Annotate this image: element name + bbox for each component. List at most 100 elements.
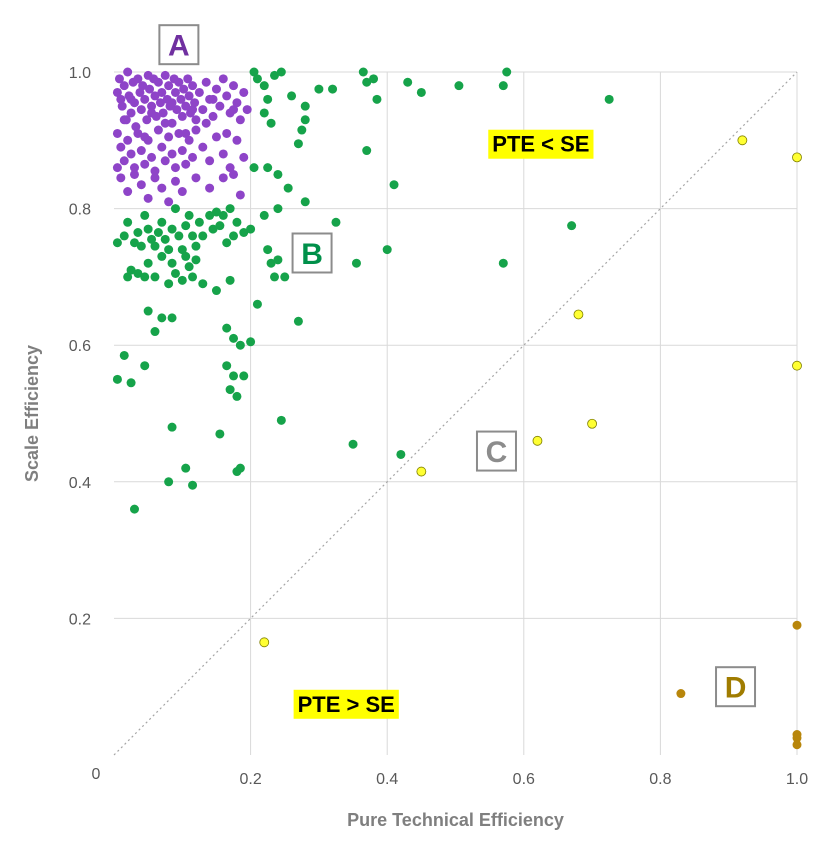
point-B xyxy=(140,272,150,282)
point-B xyxy=(328,84,338,94)
point-A xyxy=(239,152,249,162)
point-B xyxy=(259,210,269,220)
point-C xyxy=(587,418,597,429)
point-A xyxy=(167,149,177,159)
point-A xyxy=(160,70,170,80)
point-A xyxy=(147,152,157,162)
y-tick-label: 0.4 xyxy=(69,475,91,492)
point-A xyxy=(198,142,208,152)
point-B xyxy=(280,272,290,282)
point-B xyxy=(194,217,204,227)
region-labels: A B C D xyxy=(158,24,757,708)
point-A xyxy=(170,87,180,97)
point-A xyxy=(205,183,215,193)
point-B xyxy=(270,272,280,282)
point-A xyxy=(153,125,163,135)
point-A xyxy=(198,105,208,115)
point-A xyxy=(164,197,174,207)
diagonal-reference-line xyxy=(113,71,798,756)
y-tick-label: 0.2 xyxy=(69,611,91,628)
point-B xyxy=(252,299,262,309)
point-A xyxy=(150,173,160,183)
point-B xyxy=(249,67,259,77)
point-B xyxy=(273,169,283,179)
point-B xyxy=(502,67,512,77)
point-B xyxy=(276,67,286,77)
point-B xyxy=(119,350,129,360)
point-A xyxy=(211,132,221,142)
annotations: PTE < SE PTE > SE xyxy=(293,129,594,719)
point-B xyxy=(188,231,198,241)
point-B xyxy=(136,241,146,251)
point-B xyxy=(167,313,177,323)
point-B xyxy=(133,268,143,278)
point-A xyxy=(181,159,191,169)
point-B xyxy=(235,463,245,473)
grid xyxy=(114,71,798,755)
point-B xyxy=(215,429,225,439)
annotation-highlight xyxy=(293,689,399,719)
point-A xyxy=(142,115,152,125)
point-A xyxy=(136,146,146,156)
point-C xyxy=(259,637,270,648)
point-B xyxy=(112,238,122,248)
point-B xyxy=(266,258,276,268)
point-B xyxy=(567,221,577,231)
point-B xyxy=(198,231,208,241)
point-B xyxy=(143,258,153,268)
point-B xyxy=(198,279,208,289)
origin-tick-label: 0 xyxy=(92,766,101,783)
point-B xyxy=(167,224,177,234)
annotation-text: PTE < SE xyxy=(492,132,589,157)
point-A xyxy=(114,74,124,84)
x-tick-label: 0.4 xyxy=(376,771,398,788)
point-A xyxy=(164,81,174,91)
point-B xyxy=(225,275,235,285)
point-A xyxy=(235,115,245,125)
point-A xyxy=(190,98,200,108)
y-tick-label: 1.0 xyxy=(69,65,91,82)
point-A xyxy=(170,163,180,173)
point-A xyxy=(218,74,228,84)
point-B xyxy=(283,183,293,193)
x-axis-title: Pure Technical Efficiency xyxy=(347,810,564,830)
point-A xyxy=(123,135,133,145)
point-A xyxy=(116,94,126,104)
point-B xyxy=(259,108,269,118)
point-B xyxy=(222,323,232,333)
point-A xyxy=(229,169,239,179)
point-C xyxy=(573,309,584,320)
point-D xyxy=(792,740,802,750)
point-A xyxy=(229,105,239,115)
point-B xyxy=(604,94,614,104)
point-B xyxy=(389,180,399,190)
point-B xyxy=(157,251,167,261)
point-A xyxy=(232,98,242,108)
point-B xyxy=(266,118,276,128)
point-B xyxy=(181,251,191,261)
point-A xyxy=(215,101,225,111)
point-B xyxy=(133,228,143,238)
point-B xyxy=(273,255,283,265)
point-B xyxy=(263,163,273,173)
point-C xyxy=(737,135,748,146)
point-B xyxy=(239,371,249,381)
point-A xyxy=(181,128,191,138)
point-B xyxy=(369,74,379,84)
point-B xyxy=(184,262,194,272)
point-A xyxy=(172,105,182,115)
point-A xyxy=(179,84,189,94)
point-B xyxy=(300,197,310,207)
point-B xyxy=(225,204,235,214)
point-A xyxy=(174,77,184,87)
point-B xyxy=(112,374,122,384)
point-A xyxy=(191,115,201,125)
point-B xyxy=(348,439,358,449)
point-A xyxy=(123,67,133,77)
point-B xyxy=(229,333,239,343)
point-A xyxy=(208,111,218,121)
point-B xyxy=(126,265,136,275)
point-B xyxy=(287,91,297,101)
point-B xyxy=(167,258,177,268)
point-A xyxy=(126,149,136,159)
